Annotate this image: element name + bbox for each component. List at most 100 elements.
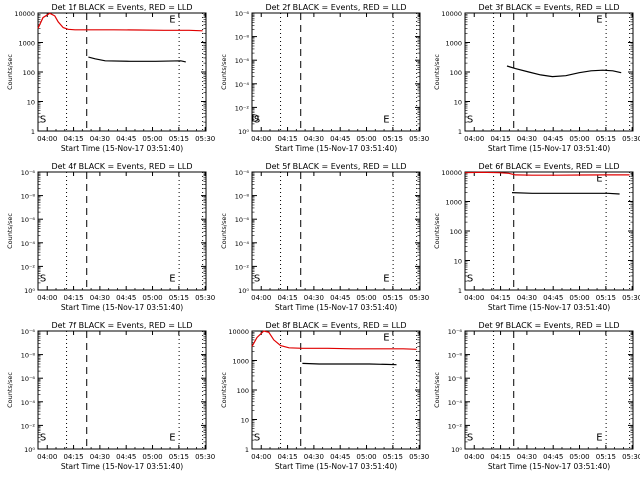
start-marker: S — [40, 115, 46, 126]
events-series-line — [88, 56, 186, 63]
end-marker: E — [383, 332, 389, 343]
y-axis-label: Counts/sec — [6, 213, 14, 249]
panel-title: Det 3f BLACK = Events, RED = LLD — [478, 3, 619, 12]
y-tick-label: 10000 — [441, 10, 462, 18]
panel-title: Det 5f BLACK = Events, RED = LLD — [265, 162, 406, 171]
y-axis-label: Counts/sec — [6, 372, 14, 408]
y-tick-label: 100 — [450, 228, 462, 236]
start-marker: S — [467, 433, 473, 444]
y-tick-label: 1 — [458, 128, 462, 136]
panel-title: Det 7f BLACK = Events, RED = LLD — [51, 321, 192, 330]
plot-frame — [464, 330, 634, 450]
end-marker: E — [383, 274, 389, 285]
y-tick-label: 1 — [31, 128, 35, 136]
y-axis-label: Counts/sec — [6, 54, 14, 90]
x-tick-label: 05:00 — [142, 453, 162, 461]
x-tick-label: 04:00 — [464, 294, 484, 302]
x-tick-label: 05:15 — [383, 294, 403, 302]
x-tick-label: 04:45 — [330, 135, 350, 143]
y-axis-label: Counts/sec — [433, 54, 441, 90]
end-marker: E — [596, 433, 602, 444]
plot-frame — [37, 171, 207, 291]
y-tick-label: 10⁻⁸ — [21, 193, 36, 201]
x-tick-label: 05:30 — [195, 135, 215, 143]
x-tick-label: 04:15 — [490, 135, 510, 143]
x-tick-label: 04:30 — [90, 294, 110, 302]
panel-det-3: Det 3f BLACK = Events, RED = LLD Start Ti… — [433, 3, 640, 153]
y-tick-label: 1000 — [445, 199, 462, 207]
y-tick-label: 10⁻⁶ — [21, 216, 36, 224]
events-series-line — [302, 362, 397, 366]
y-tick-label: 10000 — [441, 169, 462, 177]
x-tick-label: 04:45 — [330, 453, 350, 461]
panel-title: Det 9f BLACK = Events, RED = LLD — [478, 321, 619, 330]
x-tick-label: 04:45 — [330, 294, 350, 302]
x-tick-label: 04:30 — [304, 294, 324, 302]
y-tick-label: 10000 — [14, 10, 35, 18]
y-tick-label: 10⁰ — [24, 446, 35, 454]
x-tick-label: 04:00 — [37, 135, 57, 143]
x-tick-label: 05:00 — [569, 135, 589, 143]
plot-frame — [251, 171, 421, 291]
panel-title: Det 4f BLACK = Events, RED = LLD — [51, 162, 192, 171]
y-tick-label: 10⁰ — [451, 446, 462, 454]
plot-frame — [37, 330, 207, 450]
y-tick-label: 1000 — [18, 40, 35, 48]
lld-series-line — [251, 330, 417, 350]
x-tick-label: 04:45 — [543, 135, 563, 143]
panel-title: Det 1f BLACK = Events, RED = LLD — [51, 3, 192, 12]
y-tick-label: 10⁻⁶ — [235, 216, 250, 224]
y-tick-label: 10 — [454, 258, 462, 266]
y-tick-label: 10⁻² — [235, 263, 250, 271]
panel-det-1: Det 1f BLACK = Events, RED = LLD Start Ti… — [6, 3, 215, 153]
panel-title: Det 2f BLACK = Events, RED = LLD — [265, 3, 406, 12]
panel-det-6: Det 6f BLACK = Events, RED = LLD Start Ti… — [433, 162, 640, 312]
x-tick-label: 05:00 — [569, 453, 589, 461]
y-tick-label: 10⁰ — [24, 287, 35, 295]
x-axis-label: Start Time (15-Nov-17 03:51:40) — [488, 144, 610, 153]
start-marker: S — [254, 274, 260, 285]
y-tick-label: 1 — [245, 446, 249, 454]
x-tick-label: 05:30 — [622, 135, 640, 143]
start-marker: S — [467, 115, 473, 126]
y-tick-label: 10⁻⁴ — [21, 399, 36, 407]
events-series-line — [506, 65, 622, 78]
x-tick-label: 04:30 — [304, 135, 324, 143]
x-tick-label: 05:00 — [356, 294, 376, 302]
x-tick-label: 05:15 — [383, 135, 403, 143]
x-tick-label: 04:00 — [251, 135, 271, 143]
x-tick-label: 04:45 — [543, 453, 563, 461]
x-tick-label: 05:15 — [596, 135, 616, 143]
y-tick-label: 10⁻² — [21, 422, 36, 430]
lld-series-line — [464, 171, 630, 176]
panel-det-8: Det 8f BLACK = Events, RED = LLD Start Ti… — [220, 321, 429, 471]
plot-frame — [464, 12, 634, 132]
y-tick-label: 10⁻⁸ — [235, 34, 250, 42]
y-tick-label: 10 — [241, 417, 249, 425]
x-tick-label: 04:30 — [90, 135, 110, 143]
x-tick-label: 04:15 — [277, 135, 297, 143]
y-tick-label: 10⁻⁶ — [21, 375, 36, 383]
y-tick-label: 100 — [450, 69, 462, 77]
x-axis-label: Start Time (15-Nov-17 03:51:40) — [275, 462, 397, 471]
x-axis-label: Start Time (15-Nov-17 03:51:40) — [61, 462, 183, 471]
end-marker: E — [169, 433, 175, 444]
x-tick-label: 04:00 — [37, 453, 57, 461]
x-axis-label: Start Time (15-Nov-17 03:51:40) — [488, 303, 610, 312]
y-tick-label: 10⁻⁴ — [21, 240, 36, 248]
x-tick-label: 04:00 — [37, 294, 57, 302]
panel-det-7: Det 7f BLACK = Events, RED = LLD Start Ti… — [6, 321, 215, 471]
start-marker: S — [40, 274, 46, 285]
x-tick-label: 04:30 — [304, 453, 324, 461]
x-tick-label: 04:15 — [63, 135, 83, 143]
x-tick-label: 04:15 — [490, 453, 510, 461]
y-tick-label: 1 — [458, 287, 462, 295]
y-tick-label: 10⁻⁸ — [21, 352, 36, 360]
x-tick-label: 05:00 — [569, 294, 589, 302]
x-tick-label: 05:00 — [142, 135, 162, 143]
x-tick-label: 05:15 — [169, 294, 189, 302]
x-tick-label: 04:30 — [517, 453, 537, 461]
x-tick-label: 05:30 — [195, 453, 215, 461]
y-tick-label: 100 — [237, 387, 249, 395]
